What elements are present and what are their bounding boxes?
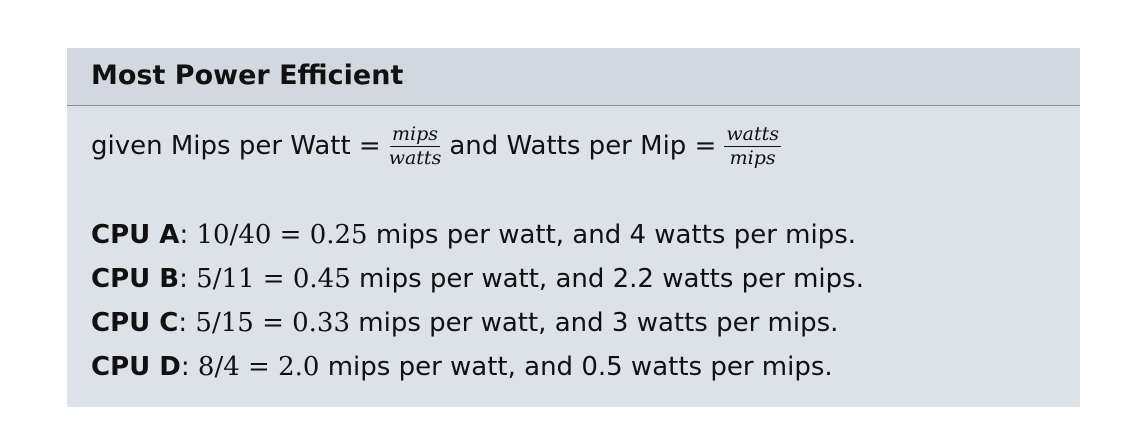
cpu-result-text: mips per watt, and 4 watts per mips.: [375, 220, 857, 250]
cpu-d-line: CPU D: 8/4 = 2.0 mips per watt, and 0.5 …: [91, 352, 833, 382]
block-header: Most Power Efficient: [67, 48, 1080, 106]
block-title: Most Power Efficient: [91, 60, 404, 91]
definition-middle: and Watts per Mip =: [449, 131, 717, 161]
cpu-name: CPU D: [91, 352, 181, 382]
cpu-calculation: 10/40 = 0.25: [196, 220, 368, 250]
cpu-calculation: 5/15 = 0.33: [195, 308, 351, 338]
fraction-denominator: watts: [388, 147, 442, 169]
mips-per-watt-fraction: mips watts: [389, 124, 442, 168]
cpu-name: CPU A: [91, 220, 180, 250]
cpu-calculation: 8/4 = 2.0: [197, 352, 320, 382]
cpu-b-line: CPU B: 5/11 = 0.45 mips per watt, and 2.…: [91, 264, 864, 294]
fraction-denominator: mips: [729, 147, 776, 169]
definition-prefix: given Mips per Watt =: [91, 131, 381, 161]
cpu-c-line: CPU C: 5/15 = 0.33 mips per watt, and 3 …: [91, 308, 839, 338]
watts-per-mip-fraction: watts mips: [724, 124, 781, 168]
cpu-name: CPU B: [91, 264, 180, 294]
cpu-name: CPU C: [91, 308, 179, 338]
fraction-numerator: mips: [390, 123, 441, 147]
cpu-result-text: mips per watt, and 0.5 watts per mips.: [327, 352, 833, 382]
cpu-calculation: 5/11 = 0.45: [196, 264, 351, 294]
cpu-a-line: CPU A: 10/40 = 0.25 mips per watt, and 4…: [91, 220, 857, 250]
fraction-numerator: watts: [724, 123, 781, 147]
theorem-block: Most Power Efficient given Mips per Watt…: [67, 48, 1080, 407]
definition-line: given Mips per Watt = mips watts and Wat…: [91, 124, 789, 168]
cpu-result-text: mips per watt, and 3 watts per mips.: [358, 308, 839, 338]
cpu-result-text: mips per watt, and 2.2 watts per mips.: [359, 264, 864, 294]
